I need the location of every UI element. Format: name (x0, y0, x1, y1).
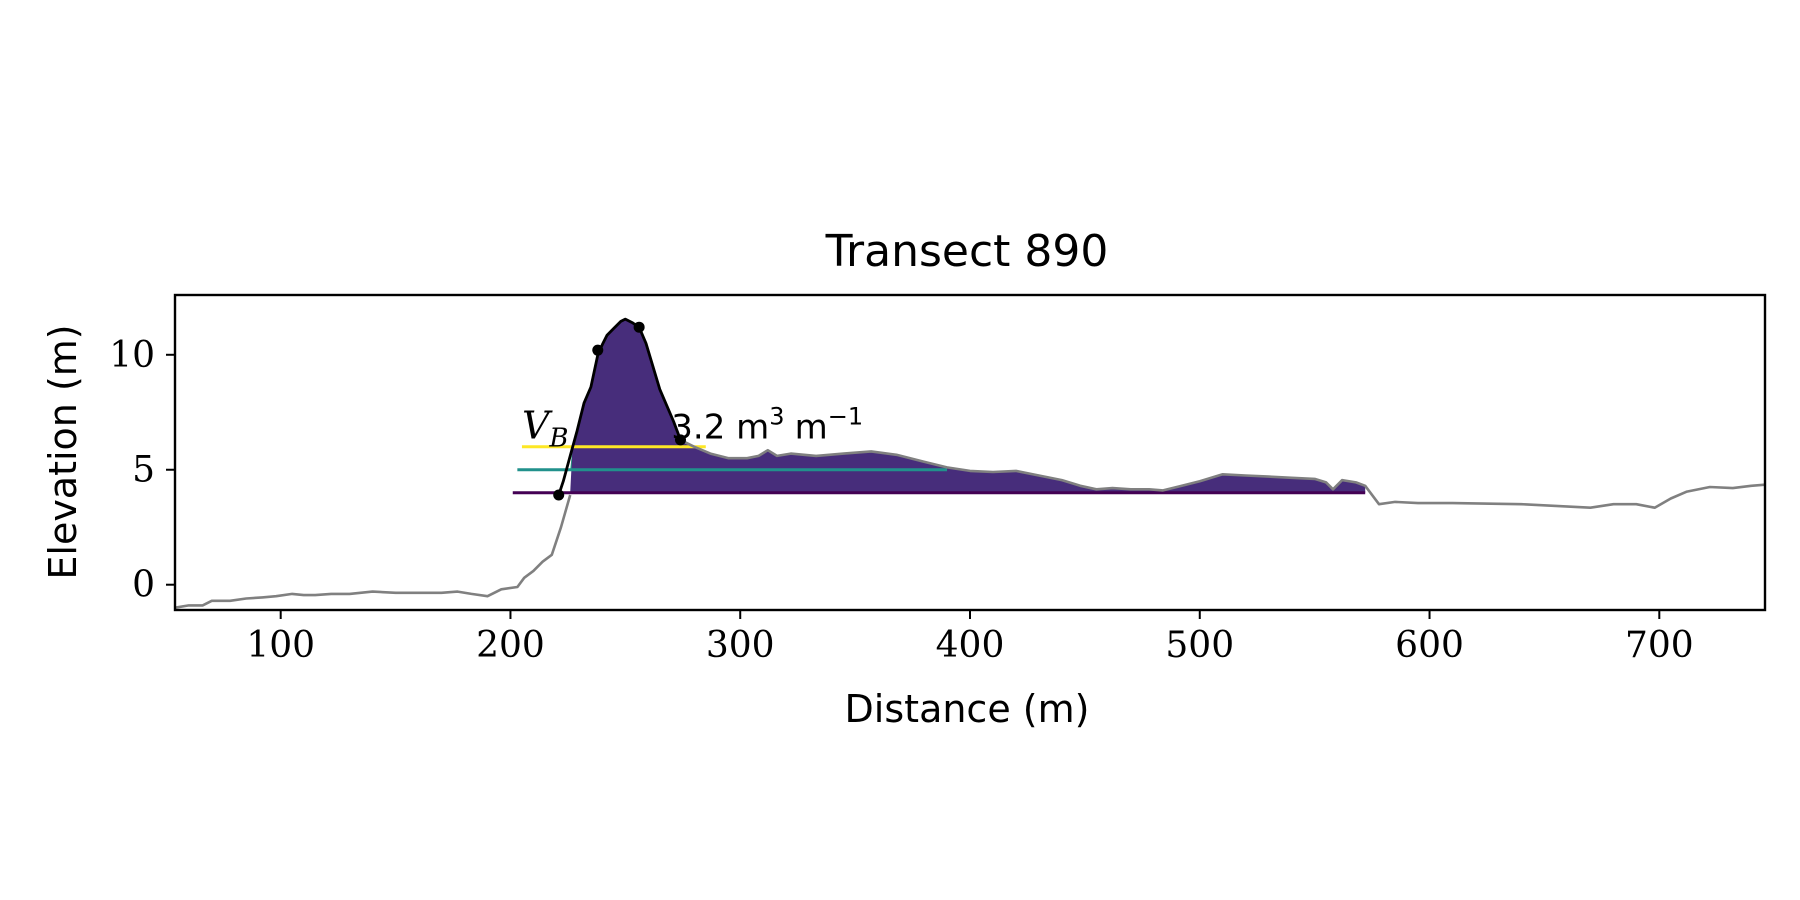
annotation-value: 3.2 m3 m−1 (671, 403, 863, 448)
dune-marker-0 (553, 489, 565, 501)
dune-marker-1 (592, 344, 604, 356)
dune-line-group (557, 317, 682, 496)
dune-marker-3 (674, 434, 686, 446)
x-tick-label: 200 (476, 625, 545, 666)
dune-line (557, 317, 682, 496)
annotation-value-exponent: 3 (769, 403, 784, 431)
profile-line-seaward (174, 494, 572, 609)
annotation-symbol-subscript: B (548, 424, 568, 454)
annotation-value-unit-exponent: −1 (828, 403, 863, 431)
profile-line-landward (679, 438, 1766, 509)
x-axis-ticks: 100 200 300 400 500 600 700 (246, 610, 1694, 666)
level-low-fill (558, 319, 1366, 493)
level-lines (512, 445, 1366, 495)
x-tick-label: 300 (706, 625, 775, 666)
x-tick-label: 500 (1165, 625, 1234, 666)
profile-line-group (174, 438, 1766, 609)
x-tick-label: 100 (246, 625, 315, 666)
x-tick-label: 700 (1625, 625, 1694, 666)
annotation-value-unit: m (795, 408, 828, 448)
plot-area (174, 317, 1766, 609)
y-axis-ticks: 0 5 10 (109, 335, 175, 606)
annotation-value-number: 3.2 m (671, 408, 769, 448)
volume-annotation: VB 3.2 m3 m−1 (522, 403, 863, 454)
chart-title: Transect 890 (825, 226, 1109, 277)
x-tick-label: 600 (1395, 625, 1464, 666)
y-tick-label: 5 (132, 450, 155, 491)
y-tick-label: 10 (109, 335, 155, 376)
x-tick-label: 400 (936, 625, 1005, 666)
annotation-symbol-letter: V (522, 404, 553, 448)
dune-marker-2 (633, 321, 645, 333)
y-axis-label: Elevation (m) (41, 324, 85, 579)
volume-fills (558, 319, 1366, 493)
x-axis-label: Distance (m) (845, 687, 1090, 731)
y-tick-label: 0 (132, 565, 155, 606)
annotation-symbol: VB (522, 404, 569, 454)
dune-markers (553, 321, 686, 501)
